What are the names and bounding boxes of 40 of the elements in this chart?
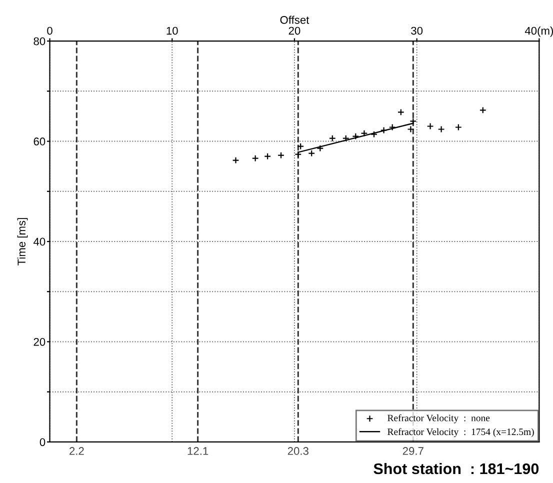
point (278, 152, 285, 159)
x-tick-label: 0 (47, 26, 52, 35)
point (410, 118, 417, 125)
point (252, 154, 259, 162)
y-axis-title: Time [ms] (17, 218, 28, 266)
ref-line-label: 20.3 (288, 447, 308, 455)
text: Shot station : 181~190 (374, 462, 539, 474)
point (328, 134, 336, 142)
point (352, 132, 360, 140)
ref-line-label: 2.2 (70, 447, 84, 455)
point (388, 124, 396, 131)
point (438, 126, 445, 133)
point (370, 130, 378, 138)
point (479, 106, 486, 114)
legend-label: Refractor Velocity : none (388, 414, 490, 424)
point (360, 130, 368, 137)
point (264, 152, 272, 160)
point (397, 108, 404, 116)
x-axis-title: Offset (280, 16, 310, 24)
x-tick-label: 10 (166, 26, 178, 35)
y-tick-label: 60 (34, 138, 46, 146)
point (342, 134, 350, 142)
y-tick-label: 40 (34, 238, 46, 246)
ref-line-label: 12.1 (188, 447, 208, 455)
ref-line-label: 29.7 (402, 447, 424, 455)
point (426, 122, 434, 130)
point (308, 150, 316, 157)
x-tick-label: 20 (288, 26, 300, 35)
y-tick-label: 0 (40, 438, 46, 446)
x-tick-label: 30 (411, 26, 423, 35)
point (407, 126, 414, 133)
point (232, 156, 240, 164)
y-tick-label: 20 (34, 338, 46, 346)
point (316, 144, 324, 152)
x-tick-label: 40(m) (524, 26, 553, 37)
point (454, 124, 462, 131)
point (380, 126, 388, 134)
legend-label: Refractor Velocity : 1754 (x=12.5m) (388, 428, 534, 438)
y-tick-label: 80 (34, 37, 46, 46)
point (297, 142, 304, 150)
